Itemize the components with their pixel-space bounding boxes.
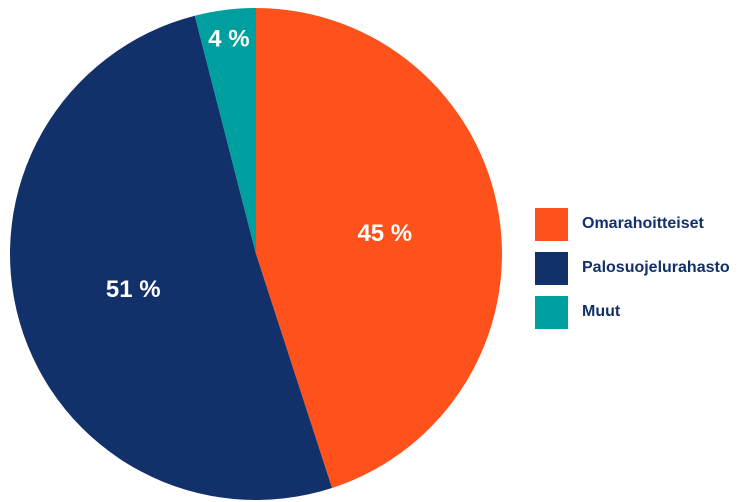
data-label-muut: 4 % (208, 26, 249, 53)
legend-item-muut: Muut (535, 295, 730, 329)
legend-label: Muut (582, 303, 621, 320)
legend-item-omarahoitteiset: Omarahoitteiset (535, 207, 730, 241)
legend-swatch (535, 207, 568, 241)
pie-slice-omarahoitteiset (256, 8, 503, 488)
pie-slices (9, 7, 503, 501)
legend-item-palosuojelurahasto: Palosuojelurahasto (535, 251, 730, 285)
legend: Omarahoitteiset Palosuojelurahasto Muut (535, 207, 730, 339)
pie-slice-muut (194, 7, 256, 254)
legend-label: Palosuojelurahasto (582, 259, 730, 276)
legend-swatch (535, 295, 568, 329)
pie-slice-palosuojelurahasto (9, 15, 333, 501)
legend-swatch (535, 251, 568, 285)
data-label-palosuojelurahasto: 51 % (106, 276, 161, 303)
data-label-omarahoitteiset: 45 % (357, 220, 412, 247)
pie-slice-labels: 45 % 51 % 4 % (106, 26, 412, 304)
legend-label: Omarahoitteiset (582, 215, 704, 232)
